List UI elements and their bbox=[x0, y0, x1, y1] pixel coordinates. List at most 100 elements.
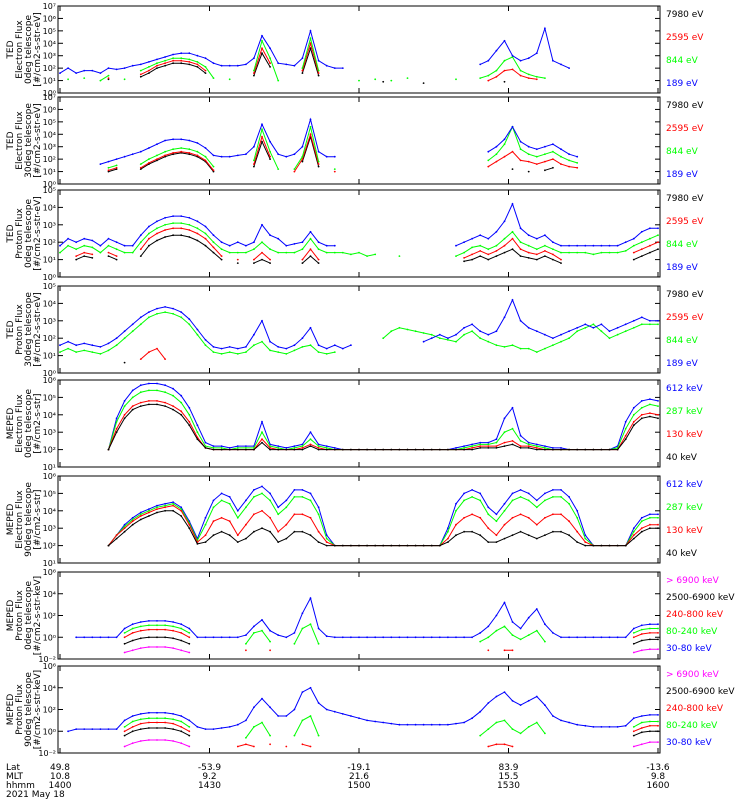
data-point bbox=[115, 248, 118, 251]
data-point bbox=[228, 346, 231, 348]
data-point bbox=[568, 330, 570, 333]
data-point bbox=[253, 726, 255, 728]
data-point bbox=[495, 330, 498, 333]
x-tick-label: 1600 bbox=[647, 781, 670, 791]
panel-6-ylabel: [#/cm2-s-str] bbox=[33, 489, 43, 549]
data-point bbox=[293, 530, 296, 533]
data-point bbox=[649, 741, 651, 743]
data-point bbox=[131, 726, 134, 728]
legend-entry: 844 eV bbox=[666, 147, 699, 157]
data-point bbox=[535, 248, 538, 251]
data-point bbox=[172, 138, 175, 141]
data-point bbox=[527, 251, 530, 254]
data-point bbox=[261, 420, 263, 423]
data-point bbox=[188, 636, 191, 639]
data-point bbox=[156, 62, 158, 65]
data-point bbox=[317, 160, 320, 163]
data-point bbox=[592, 244, 595, 247]
data-point bbox=[196, 239, 199, 242]
data-point bbox=[487, 443, 490, 446]
data-point bbox=[552, 337, 554, 340]
data-point bbox=[148, 69, 150, 72]
data-point bbox=[123, 523, 126, 526]
y-tick-label: 10⁶ bbox=[43, 472, 56, 481]
data-point bbox=[196, 227, 199, 230]
data-point bbox=[293, 448, 296, 451]
data-point bbox=[188, 229, 191, 231]
x-tick-label: 10.8 bbox=[50, 772, 70, 782]
data-point bbox=[301, 248, 304, 251]
data-point bbox=[317, 163, 320, 166]
data-point bbox=[495, 49, 498, 52]
data-point bbox=[649, 237, 651, 240]
data-point bbox=[301, 448, 304, 451]
data-point bbox=[285, 715, 288, 717]
data-point bbox=[487, 237, 490, 240]
legend-entry: 30-80 keV bbox=[666, 738, 712, 748]
data-point bbox=[479, 447, 482, 449]
data-point bbox=[164, 311, 167, 313]
legend-entry: 189 eV bbox=[666, 263, 699, 273]
data-point bbox=[649, 415, 651, 418]
data-point bbox=[317, 351, 320, 353]
data-point bbox=[261, 340, 263, 343]
data-point bbox=[236, 154, 239, 157]
data-point bbox=[560, 251, 562, 254]
data-point bbox=[245, 251, 247, 254]
data-point bbox=[148, 389, 150, 392]
data-point bbox=[301, 337, 304, 340]
data-point bbox=[164, 711, 167, 714]
data-point bbox=[616, 544, 619, 547]
data-point bbox=[285, 347, 288, 350]
data-point bbox=[107, 244, 110, 247]
data-point bbox=[503, 69, 506, 72]
data-point bbox=[487, 258, 490, 261]
data-point bbox=[317, 150, 320, 153]
data-point bbox=[301, 513, 304, 516]
data-point bbox=[269, 340, 271, 343]
data-point bbox=[487, 150, 490, 153]
data-point bbox=[212, 251, 215, 254]
data-point bbox=[261, 140, 263, 143]
data-point bbox=[123, 632, 126, 634]
data-point bbox=[576, 166, 579, 169]
data-point bbox=[67, 78, 69, 81]
data-point bbox=[511, 248, 514, 251]
data-point bbox=[172, 713, 175, 715]
data-point bbox=[156, 508, 158, 510]
data-point bbox=[479, 734, 482, 737]
data-point bbox=[398, 723, 401, 726]
data-point bbox=[123, 734, 126, 737]
data-point bbox=[544, 516, 546, 519]
data-point bbox=[253, 165, 255, 168]
y-tick-label: 10² bbox=[43, 334, 56, 343]
x-tick-label: 1530 bbox=[497, 781, 520, 791]
data-point bbox=[220, 499, 223, 502]
data-point bbox=[115, 431, 118, 434]
data-point bbox=[156, 67, 158, 69]
data-point bbox=[632, 745, 635, 748]
x-tick-label: 21.6 bbox=[349, 772, 369, 782]
data-point bbox=[156, 158, 158, 161]
data-point bbox=[261, 258, 263, 261]
data-point bbox=[123, 330, 126, 333]
data-point bbox=[164, 401, 167, 404]
data-point bbox=[91, 728, 94, 730]
data-point bbox=[172, 629, 175, 632]
data-point bbox=[67, 237, 69, 240]
data-point bbox=[309, 499, 312, 502]
data-point bbox=[309, 745, 312, 748]
data-point bbox=[527, 634, 530, 636]
series-line bbox=[100, 117, 578, 165]
data-point bbox=[180, 410, 183, 413]
data-point bbox=[139, 323, 142, 326]
data-point bbox=[99, 728, 102, 730]
data-point bbox=[463, 492, 465, 495]
panel-6-frame bbox=[57, 475, 661, 564]
data-point bbox=[447, 636, 449, 639]
data-point bbox=[503, 417, 506, 420]
data-point bbox=[253, 74, 255, 77]
data-point bbox=[519, 732, 522, 735]
data-point bbox=[471, 253, 473, 256]
data-point bbox=[139, 401, 142, 404]
